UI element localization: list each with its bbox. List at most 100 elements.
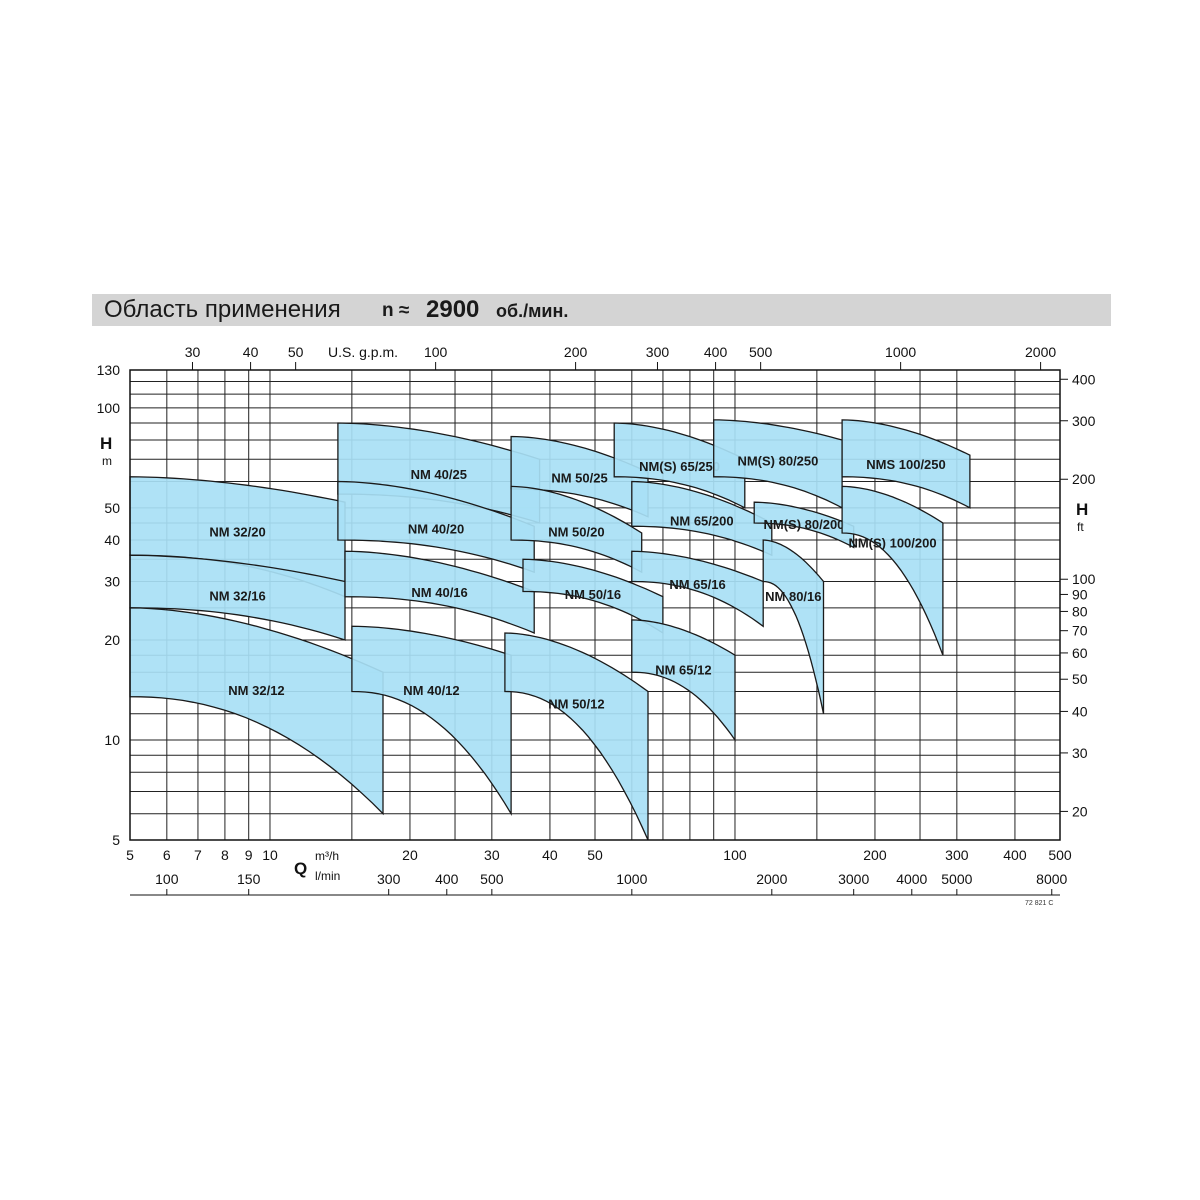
x-tick-label-lmin: 3000 xyxy=(838,871,869,887)
q-axis-label: Q xyxy=(294,859,307,878)
y-tick-label-ft: 100 xyxy=(1072,571,1096,587)
x-tick-label-m3h: 300 xyxy=(945,847,969,863)
y-tick-label-ft: 30 xyxy=(1072,745,1088,761)
x-tick-label-gpm: 30 xyxy=(185,344,201,360)
pump-region-label: NM 32/16 xyxy=(209,588,265,603)
pump-region xyxy=(631,619,736,743)
y-tick-label-m: 30 xyxy=(104,574,120,590)
y-tick-label-ft: 80 xyxy=(1072,603,1088,619)
y-tick-label-m: 40 xyxy=(104,532,120,548)
pump-region-label: NM(S) 80/200 xyxy=(763,517,844,532)
y-tick-label-m: 50 xyxy=(104,500,120,516)
y-tick-label-ft: 200 xyxy=(1072,471,1096,487)
x-tick-label-lmin: 150 xyxy=(237,871,261,887)
x-tick-label-m3h: 20 xyxy=(402,847,418,863)
y-tick-label-ft: 60 xyxy=(1072,645,1088,661)
pump-region xyxy=(841,485,944,656)
x-tick-label-lmin: 400 xyxy=(435,871,459,887)
x-tick-label-gpm: 500 xyxy=(749,344,773,360)
pump-region-label: NM 40/12 xyxy=(403,683,459,698)
y-tick-label-m: 130 xyxy=(97,362,121,378)
pump-region-label: NM 40/20 xyxy=(408,522,464,537)
x-tick-label-m3h: 6 xyxy=(163,847,171,863)
pump-region-label: NM 80/16 xyxy=(765,589,821,604)
y-tick-label-m: 5 xyxy=(112,832,120,848)
doc-code: 72 821 C xyxy=(1025,900,1053,907)
x-tick-label-gpm: 200 xyxy=(564,344,588,360)
x-tick-label-gpm: 40 xyxy=(243,344,259,360)
x-tick-label-m3h: 200 xyxy=(863,847,887,863)
y-tick-label-ft: 40 xyxy=(1072,703,1088,719)
x-tick-label-lmin: 8000 xyxy=(1036,871,1067,887)
pump-region-label: NM 50/25 xyxy=(551,471,607,486)
pump-region-label: NM 50/20 xyxy=(548,525,604,540)
x-tick-label-gpm: 1000 xyxy=(885,344,916,360)
x-tick-label-lmin: 4000 xyxy=(896,871,927,887)
x-tick-label-lmin: 2000 xyxy=(756,871,787,887)
y-tick-label-ft: 90 xyxy=(1072,586,1088,602)
pump-region-label: NM 40/16 xyxy=(411,585,467,600)
x-tick-label-m3h: 400 xyxy=(1003,847,1027,863)
x-tick-label-lmin: 100 xyxy=(155,871,179,887)
chart-axes: H m H ft Q m³/h l/min U.S. g.p.m. 72 821… xyxy=(97,344,1096,907)
pump-region xyxy=(129,554,346,641)
page-title: Область применения xyxy=(104,296,341,323)
q-axis-unit-lmin: l/min xyxy=(315,869,340,883)
y-tick-label-ft: 50 xyxy=(1072,671,1088,687)
x-tick-label-gpm: 2000 xyxy=(1025,344,1056,360)
title-bar: Область применения n ≈ 2900 об./мин. xyxy=(92,294,1111,326)
pump-region xyxy=(841,419,971,509)
x-tick-label-m3h: 30 xyxy=(484,847,500,863)
y-tick-label-ft: 400 xyxy=(1072,371,1096,387)
pump-region-label: NM 50/12 xyxy=(548,696,604,711)
x-tick-label-m3h: 40 xyxy=(542,847,558,863)
h-axis-label-right: H xyxy=(1076,500,1088,519)
pump-region xyxy=(351,625,512,817)
pump-region xyxy=(504,632,649,841)
pump-region xyxy=(344,550,535,634)
x-tick-label-gpm: 100 xyxy=(424,344,448,360)
plot-border xyxy=(129,369,1061,841)
pump-region-label: NM 50/16 xyxy=(565,587,621,602)
pump-region-label: NM 32/12 xyxy=(228,683,284,698)
pump-region xyxy=(631,550,764,628)
x-tick-label-m3h: 7 xyxy=(194,847,202,863)
y-tick-label-ft: 20 xyxy=(1072,803,1088,819)
pump-region xyxy=(129,607,384,816)
y-tick-label-m: 10 xyxy=(104,732,120,748)
x-tick-label-m3h: 8 xyxy=(221,847,229,863)
pump-region-label: NM 32/20 xyxy=(209,525,265,540)
x-tick-label-m3h: 5 xyxy=(126,847,134,863)
h-axis-unit-right: ft xyxy=(1077,520,1084,534)
speed-label: n ≈ xyxy=(382,300,410,321)
q-axis-unit-m3h: m³/h xyxy=(315,849,339,863)
x-tick-label-m3h: 50 xyxy=(587,847,603,863)
x-tick-label-gpm: 400 xyxy=(704,344,728,360)
pump-regions: NM 32/20 NM 32/16 NM 32/12 NM 40/25 NM 40/20… xyxy=(129,419,971,841)
x-tick-label-m3h: 100 xyxy=(723,847,747,863)
pump-region-label: NM 65/200 xyxy=(670,513,734,528)
y-tick-label-m: 100 xyxy=(97,400,121,416)
y-tick-label-ft: 300 xyxy=(1072,413,1096,429)
h-axis-unit-left: m xyxy=(102,454,112,468)
x-tick-label-lmin: 500 xyxy=(480,871,504,887)
y-tick-label-m: 20 xyxy=(104,632,120,648)
speed-value: 2900 xyxy=(426,296,480,323)
x-tick-label-lmin: 5000 xyxy=(941,871,972,887)
pump-region-label: NM 65/16 xyxy=(669,577,725,592)
x-tick-label-gpm: 50 xyxy=(288,344,304,360)
x-tick-label-m3h: 500 xyxy=(1048,847,1072,863)
h-axis-label-left: H xyxy=(100,434,112,453)
pump-region-label: NMS 100/250 xyxy=(866,457,946,472)
pump-region xyxy=(753,501,855,549)
y-tick-label-ft: 70 xyxy=(1072,623,1088,639)
chart-frame xyxy=(129,369,1061,841)
pump-region-label: NM 65/12 xyxy=(655,662,711,677)
x-tick-label-m3h: 10 xyxy=(262,847,278,863)
pump-region xyxy=(762,539,825,714)
x-tick-label-lmin: 300 xyxy=(377,871,401,887)
x-tick-label-lmin: 1000 xyxy=(616,871,647,887)
pump-region-label: NM 40/25 xyxy=(411,467,467,482)
pump-region-label: NM(S) 100/200 xyxy=(848,536,936,551)
